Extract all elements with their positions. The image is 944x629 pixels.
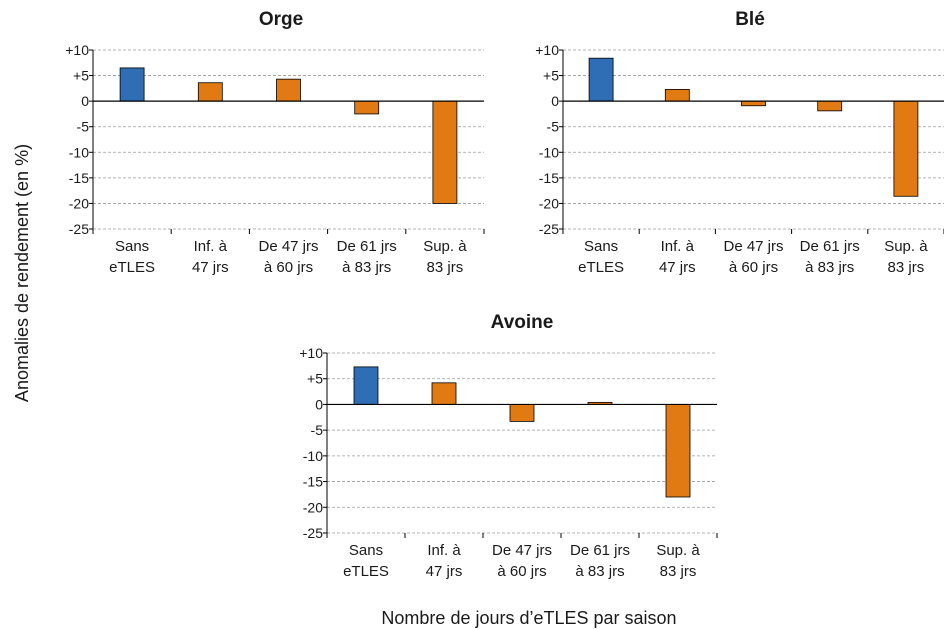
y-tick-label: -20 <box>303 499 323 515</box>
category-label: Sans <box>349 542 383 559</box>
category-label: Sans <box>115 238 149 255</box>
y-tick-label: -20 <box>69 195 89 211</box>
y-tick-label: -10 <box>69 144 89 160</box>
category-label: à 83 jrs <box>805 259 854 276</box>
category-label: De 61 jrs <box>800 238 860 255</box>
bar-2 <box>197 82 223 102</box>
category-label: eTLES <box>109 259 155 276</box>
y-axis-label: Anomalies de rendement (en %) <box>12 144 32 402</box>
category-label: Sup. à <box>423 238 467 255</box>
y-tick-label: -25 <box>303 525 323 541</box>
bar-3 <box>741 100 766 107</box>
y-tick-label: +10 <box>65 42 89 58</box>
bar-3 <box>276 78 301 102</box>
bar-2 <box>431 382 457 405</box>
category-label: 47 jrs <box>426 563 463 580</box>
y-tick-label: -15 <box>539 170 559 186</box>
y-tick-label: -20 <box>539 195 559 211</box>
y-tick-label: -25 <box>539 221 559 237</box>
category-label: De 47 jrs <box>723 238 783 255</box>
y-tick-label: +10 <box>535 42 559 58</box>
category-label: De 47 jrs <box>492 542 552 559</box>
y-tick-label: 0 <box>551 93 559 109</box>
chart-panel-ble: Blé +10 +5 0 -5 -10 -15 -20 -25 Sans eTLES Inf. à 47… <box>535 9 944 276</box>
y-tick-label: 0 <box>81 93 89 109</box>
category-label: à 60 jrs <box>497 563 546 580</box>
chart-title: Blé <box>735 9 765 30</box>
category-label: à 83 jrs <box>342 259 391 276</box>
y-tick-label: -25 <box>69 221 89 237</box>
category-label: 83 jrs <box>888 259 925 276</box>
category-label: 83 jrs <box>427 259 464 276</box>
category-label: Inf. à <box>194 238 228 255</box>
category-label: De 47 jrs <box>258 238 318 255</box>
bar-1 <box>119 67 145 102</box>
y-tick-label: -5 <box>311 422 324 438</box>
chart-title: Orge <box>259 9 303 30</box>
bar-5 <box>665 404 691 498</box>
y-tick-label: -10 <box>303 448 323 464</box>
category-label: eTLES <box>343 563 389 580</box>
category-label: eTLES <box>578 259 624 276</box>
y-tick-label: +5 <box>543 68 559 84</box>
category-label: De 61 jrs <box>337 238 397 255</box>
y-tick-label: +10 <box>299 345 323 361</box>
bar-4 <box>817 100 843 112</box>
bar-5 <box>893 100 919 197</box>
bar-1 <box>588 57 614 102</box>
chart-panel-avoine: Avoine +10 +5 0 -5 -10 -15 -20 -25 Sans eTLES Inf. … <box>299 312 718 580</box>
category-label: 83 jrs <box>660 563 697 580</box>
bar-5 <box>432 100 458 204</box>
category-label: Inf. à <box>427 542 461 559</box>
bar-1 <box>353 366 379 405</box>
category-label: De 61 jrs <box>570 542 630 559</box>
y-tick-label: -10 <box>539 144 559 160</box>
chart-panel-orge: Orge +10 +5 0 -5 -10 -15 -20 -25 Sans eTLES Inf. à 4… <box>65 9 485 276</box>
x-axis-label: Nombre de jours d’eTLES par saison <box>381 608 676 628</box>
bar-2 <box>664 88 690 102</box>
category-label: Inf. à <box>661 238 695 255</box>
y-tick-label: -5 <box>547 119 560 135</box>
y-tick-label: +5 <box>307 371 323 387</box>
category-label: 47 jrs <box>659 259 696 276</box>
category-label: Sup. à <box>656 542 700 559</box>
category-label: 47 jrs <box>192 259 229 276</box>
bar-3 <box>509 404 535 422</box>
chart-title: Avoine <box>491 312 554 333</box>
category-label: à 60 jrs <box>264 259 313 276</box>
category-label: Sup. à <box>884 238 928 255</box>
category-label: à 83 jrs <box>575 563 624 580</box>
category-label: Sans <box>584 238 618 255</box>
y-tick-label: -15 <box>303 474 323 490</box>
y-tick-label: -15 <box>69 170 89 186</box>
y-tick-label: -5 <box>77 119 90 135</box>
y-tick-label: 0 <box>315 396 323 412</box>
category-label: à 60 jrs <box>729 259 778 276</box>
y-tick-label: +5 <box>73 68 89 84</box>
bar-4 <box>354 100 380 115</box>
